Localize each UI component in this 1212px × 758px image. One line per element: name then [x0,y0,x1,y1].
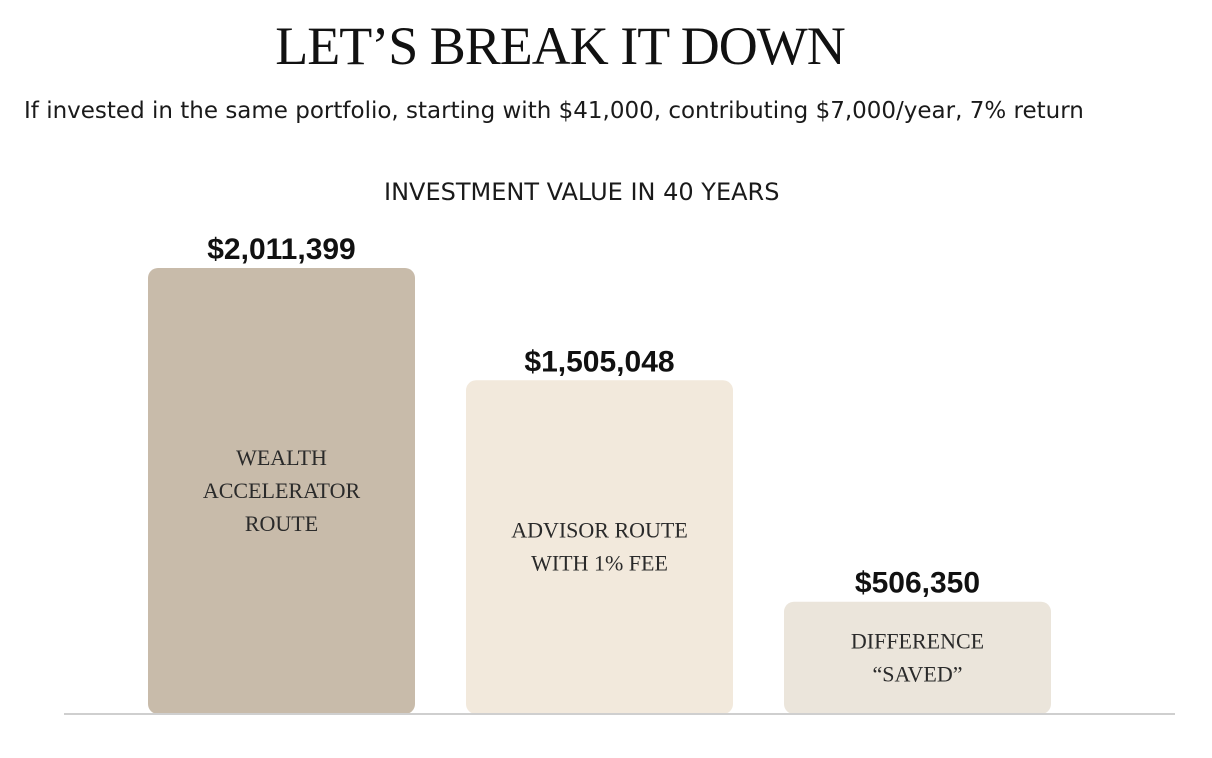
category-label-line: ACCELERATOR [203,478,361,503]
value-label-3: $506,350 [855,567,980,600]
category-label-line: WITH 1% FEE [531,551,668,576]
category-label-2: ADVISOR ROUTE WITH 1% FEE [511,518,688,576]
category-label-line: “SAVED” [872,661,962,686]
chart-title: INVESTMENT VALUE IN 40 YEARS [384,178,780,206]
bar-3 [784,601,1051,714]
category-label-3: DIFFERENCE “SAVED” [851,628,984,686]
page-subtitle: If invested in the same portfolio, start… [24,98,1084,124]
category-label-line: ADVISOR ROUTE [511,518,688,543]
page-title: LET’S BREAK IT DOWN [275,16,845,76]
category-label-1: WEALTH ACCELERATOR ROUTE [203,445,361,536]
bar-1 [148,268,415,714]
category-label-line: ROUTE [245,511,318,536]
category-label-line: WEALTH [236,445,327,470]
value-label-2: $1,505,048 [524,345,674,378]
category-label-line: DIFFERENCE [851,628,984,653]
value-label-1: $2,011,399 [207,233,356,266]
bar-2 [466,380,733,714]
